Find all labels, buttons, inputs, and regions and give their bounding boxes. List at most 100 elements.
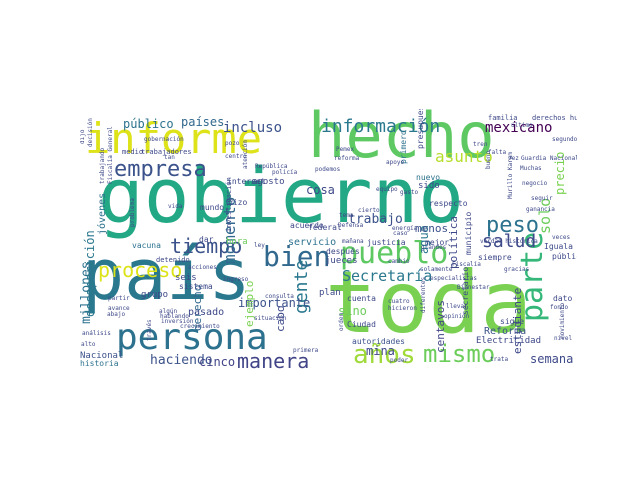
cloud-word: detenido	[156, 256, 190, 264]
cloud-word: investigación	[225, 177, 233, 232]
cloud-word: primera	[293, 347, 319, 354]
cloud-word: justicia	[367, 238, 406, 247]
cloud-word: Defensa	[338, 222, 364, 229]
cloud-word: grandes	[421, 244, 447, 251]
cloud-word: países	[181, 115, 225, 129]
cloud-word: autoridades	[352, 337, 405, 346]
cloud-word: Guardia Nacional	[521, 155, 577, 162]
cloud-word: seis	[175, 273, 197, 283]
cloud-word: empresa	[114, 157, 207, 182]
cloud-word: orden	[338, 312, 345, 331]
cloud-word: mejor	[425, 238, 450, 247]
cloud-word: hora	[226, 237, 248, 247]
cloud-word: vacuna	[132, 241, 161, 250]
cloud-word: bueno	[485, 150, 492, 169]
cloud-word: años	[353, 340, 416, 370]
cloud-word: Fiscalía General	[107, 126, 114, 184]
cloud-word: sido	[418, 181, 440, 191]
cloud-word: algún	[159, 308, 178, 315]
cloud-word: trabajo	[348, 212, 403, 227]
cloud-word: mexicano	[485, 120, 553, 136]
cloud-word: presupuesto	[416, 109, 425, 149]
cloud-word: apoyo	[386, 159, 405, 166]
cloud-word: caso	[393, 230, 408, 237]
cloud-word: consulta	[265, 293, 294, 300]
cloud-word: haciendo	[150, 353, 213, 368]
cloud-word: país	[82, 234, 251, 316]
cloud-word: abajo	[107, 311, 126, 318]
cloud-word: República	[255, 163, 288, 170]
cloud-word: municipio	[464, 211, 473, 255]
cloud-word: segundo	[552, 136, 577, 143]
cloud-word: especialistas	[430, 275, 477, 282]
cloud-word: ley	[254, 242, 265, 249]
cloud-word: información	[321, 116, 441, 137]
cloud-word: energía	[392, 225, 418, 232]
cloud-word: sistema	[179, 282, 213, 291]
cloud-word: dar	[199, 235, 214, 244]
cloud-word: Fiscalía	[452, 261, 481, 268]
cloud-word: respecto	[429, 199, 468, 208]
cloud-word: Secretaría	[342, 267, 433, 285]
cloud-word: Iguala	[544, 242, 573, 251]
cloud-word: llevar	[446, 303, 468, 310]
cloud-word: partir	[108, 295, 130, 302]
cloud-word: grupo	[141, 290, 169, 300]
cloud-word: Murillo Karam	[507, 152, 514, 199]
cloud-word: Pemex	[336, 146, 355, 153]
cloud-word: decisión	[87, 118, 94, 147]
cloud-word: hicieron	[388, 305, 417, 312]
cloud-word: podemos	[315, 166, 341, 173]
cloud-word: solo	[536, 197, 554, 234]
cloud-word: través	[146, 319, 153, 341]
cloud-word: servicio	[288, 237, 337, 248]
cloud-word: equipo	[376, 186, 398, 193]
cloud-word: tiempo	[170, 234, 243, 258]
cloud-word: poder	[390, 357, 409, 364]
cloud-word: movimiento	[559, 302, 566, 339]
cloud-word: federal	[308, 223, 342, 232]
cloud-word: Muchas	[520, 165, 542, 172]
cloud-word: vez	[508, 155, 519, 162]
cloud-word: mina	[366, 344, 395, 358]
cloud-word: Ciudad	[347, 320, 376, 329]
cloud-word: siempre	[478, 253, 512, 262]
cloud-word: hablando	[160, 313, 189, 320]
cloud-word: dijo	[80, 129, 86, 144]
cloud-word: seguir	[531, 195, 553, 202]
cloud-word: historia	[80, 359, 119, 368]
cloud-word: cierto	[358, 207, 380, 214]
cloud-word: Electricidad	[476, 336, 542, 346]
cloud-word: mañana	[342, 238, 364, 245]
cloud-word: falta	[488, 149, 507, 156]
cloud-word: último	[511, 122, 533, 129]
cloud-word: bien	[263, 240, 331, 273]
cloud-word: ingreso	[223, 276, 249, 283]
cloud-word: agosto	[252, 177, 285, 187]
cloud-word: Reforma	[484, 326, 527, 337]
cloud-word: cinco	[199, 355, 236, 369]
cloud-word: toda	[325, 253, 533, 353]
cloud-word: derechos humanos	[532, 114, 577, 122]
cloud-word: reforma	[334, 155, 360, 162]
cloud-word: gobierno	[98, 151, 465, 240]
cloud-word: centro	[225, 153, 247, 160]
cloud-word: gobernación	[144, 136, 184, 143]
cloud-word: gasto	[400, 189, 419, 196]
cloud-word: manera	[237, 349, 310, 371]
cloud-word: inversión	[161, 318, 194, 325]
cloud-word: peso	[486, 213, 539, 238]
cloud-word: negocio	[522, 180, 548, 187]
cloud-word: trata	[490, 356, 509, 363]
cloud-word: pública	[552, 252, 577, 261]
cloud-word: nuevo	[416, 173, 441, 182]
cloud-word: verdad histórica	[480, 238, 538, 245]
cloud-word: trabajadores	[141, 148, 192, 156]
cloud-word: hecho	[308, 109, 495, 172]
cloud-word: policía	[272, 169, 298, 176]
cloud-word: cuatro	[388, 298, 410, 305]
cloud-word: Nacional	[80, 351, 124, 361]
cloud-word: persona	[116, 317, 268, 358]
cloud-word: después	[326, 247, 360, 256]
cloud-word: situación	[254, 315, 287, 322]
